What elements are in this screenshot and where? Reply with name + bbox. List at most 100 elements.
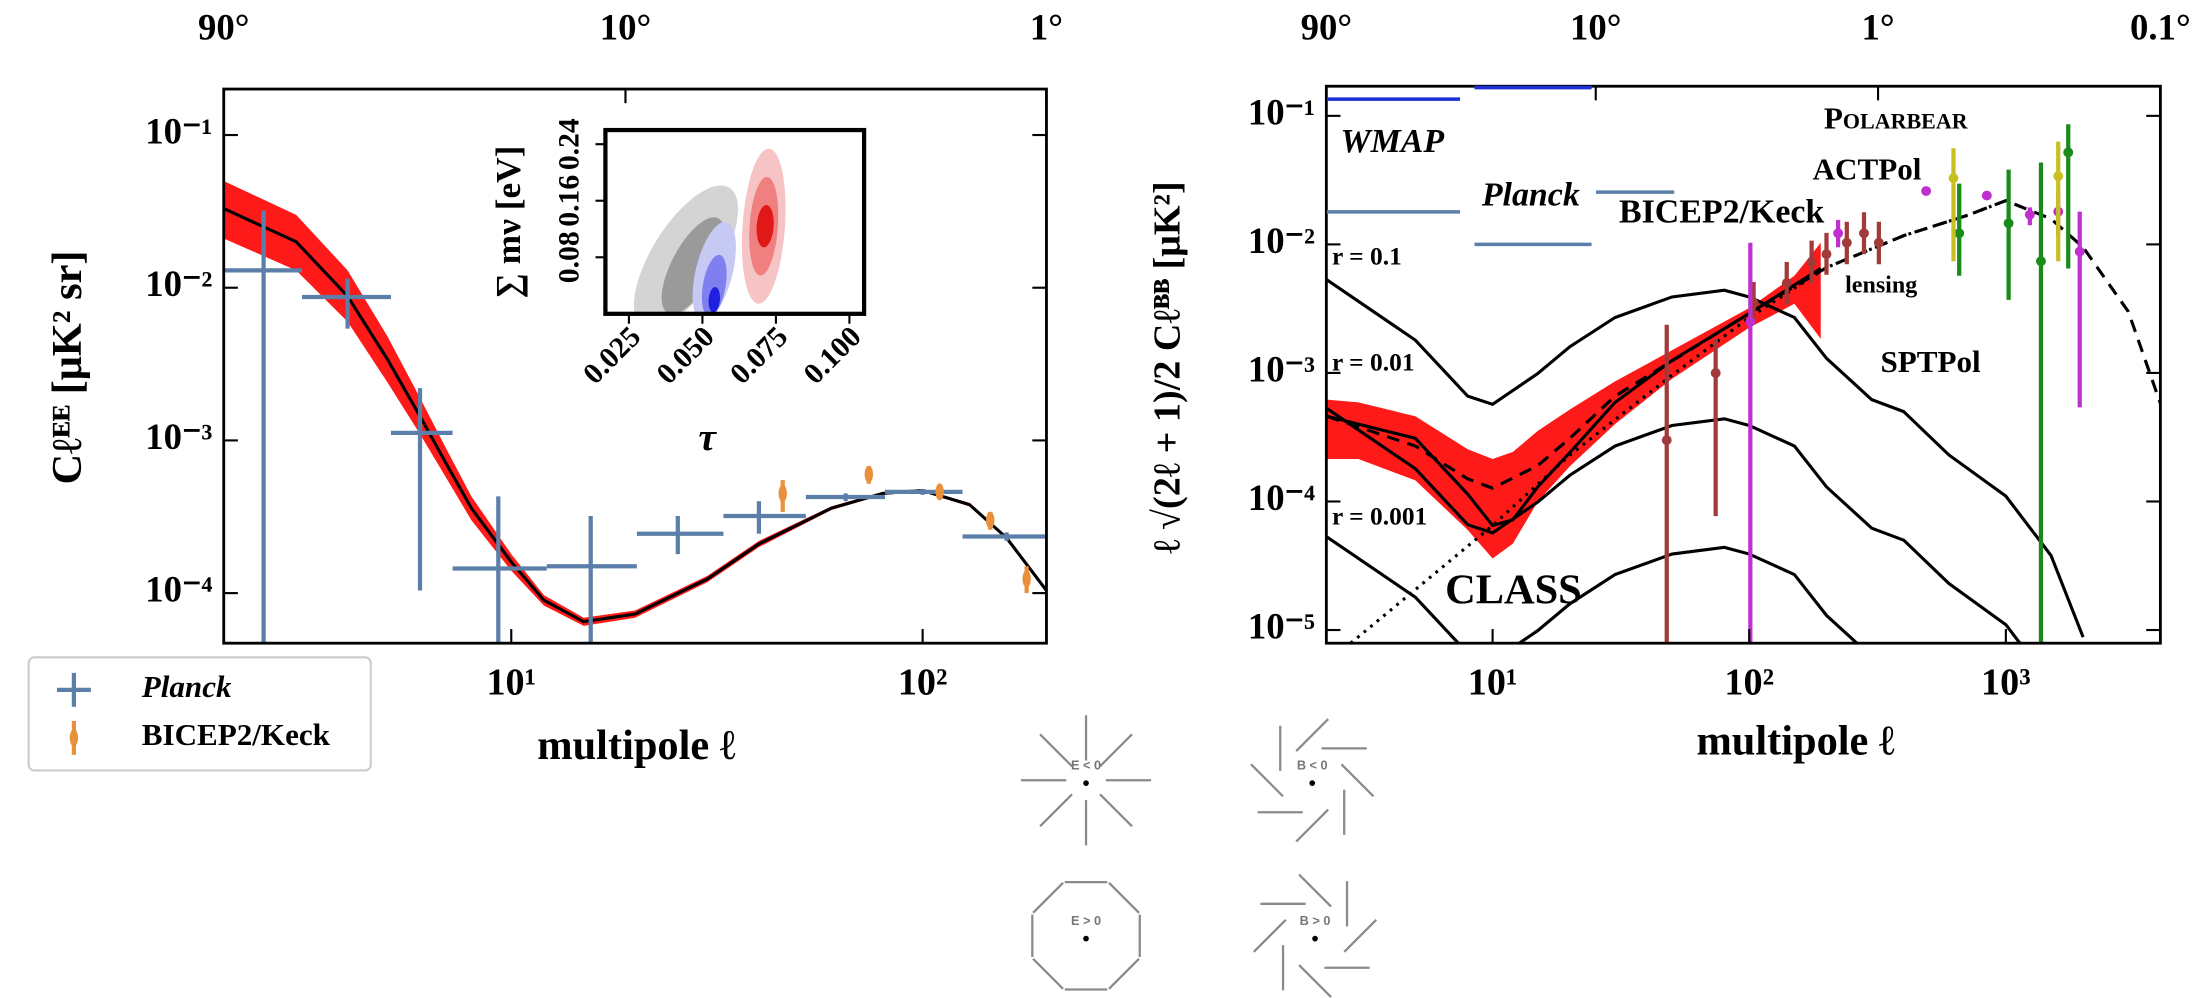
series-label: r = 0.1 — [1332, 242, 1402, 271]
point — [1022, 570, 1031, 588]
point — [935, 483, 944, 501]
x-axis-label: multipole ℓ — [1696, 718, 1895, 765]
point — [1821, 249, 1832, 260]
inset-y-tick-label: 0.16 — [553, 175, 585, 227]
y-tick-label: 10⁻³ — [145, 416, 212, 457]
point — [1661, 435, 1672, 446]
pattern-label: B < 0 — [1297, 758, 1328, 773]
top-tick-label: 10° — [600, 7, 651, 48]
series-label: BICEP2/Keck — [1619, 194, 1824, 231]
top-tick-label: 0.1° — [2130, 7, 2191, 48]
top-tick-label: 1° — [1862, 7, 1895, 48]
series-label: r = 0.01 — [1332, 348, 1415, 377]
y-tick-label: 10⁻¹ — [1248, 91, 1315, 132]
pattern-stroke — [1253, 919, 1287, 953]
contour — [756, 205, 774, 248]
pattern-stroke — [1039, 733, 1073, 768]
point — [2024, 209, 2035, 220]
pattern-stroke — [1032, 882, 1064, 914]
point — [1841, 237, 1852, 248]
series-label: r = 0.001 — [1332, 502, 1427, 531]
top-tick-label: 90° — [1301, 7, 1352, 48]
plot-frame — [222, 87, 1048, 645]
point — [778, 484, 787, 502]
inset — [603, 127, 867, 316]
inset-x-label: τ — [698, 415, 717, 459]
y-tick-label: 10⁻⁴ — [1248, 477, 1315, 518]
inset-x-tick-label: 0.050 — [651, 321, 721, 391]
pattern-label: E < 0 — [1071, 758, 1101, 773]
y-axis-label: Cℓᴱᴱ [μK² sr] — [44, 251, 91, 485]
inset-x-tick-label: 0.075 — [724, 321, 794, 391]
point — [1859, 228, 1869, 239]
point — [1921, 186, 1932, 197]
polarization-patterns: E < 0 B < 0 E > 0 B > 0 — [1021, 715, 1378, 998]
inset-frame — [603, 127, 867, 316]
pattern-label: B > 0 — [1300, 913, 1331, 928]
legend-marker — [69, 729, 79, 747]
pattern-stroke — [1099, 793, 1133, 828]
series-label: lensing — [1845, 272, 1917, 298]
y-tick-label: 10⁻² — [1248, 220, 1315, 261]
point — [2074, 246, 2085, 257]
y-tick-label: 10⁻³ — [1248, 348, 1315, 389]
point — [1981, 190, 1992, 201]
inset-x-tick-label: 0.025 — [577, 321, 647, 391]
x-tick-label: 10² — [898, 661, 948, 703]
inset-y-tick-label: 0.08 — [553, 231, 585, 283]
series-label: Planck — [1481, 177, 1580, 214]
series-label: CLASS — [1445, 566, 1582, 613]
pattern-center — [1083, 935, 1089, 942]
top-tick-label: 90° — [198, 7, 249, 48]
plot-frame — [1324, 84, 2162, 645]
pattern-stroke — [1108, 957, 1140, 990]
pattern-center — [1312, 935, 1318, 942]
point — [985, 511, 995, 529]
pattern-label: E > 0 — [1071, 913, 1101, 928]
contour — [701, 254, 727, 314]
y-tick-label: 10⁻⁵ — [1248, 605, 1315, 646]
series-label: Polarbear — [1824, 101, 1969, 136]
point — [2063, 147, 2074, 158]
top-tick-label: 10° — [1570, 7, 1621, 48]
inset-y-label: ∑ mν [eV] — [489, 146, 528, 299]
series-label: WMAP — [1340, 123, 1444, 160]
pattern-stroke — [1032, 957, 1064, 990]
inset-x-tick-label: 0.100 — [798, 321, 868, 391]
plot-area — [1326, 124, 2161, 644]
line — [1326, 407, 2022, 644]
pattern-stroke — [1250, 763, 1284, 798]
contour — [708, 286, 721, 313]
plot-area — [223, 180, 1047, 644]
y-tick-label: 10⁻² — [145, 263, 212, 304]
point — [1948, 173, 1959, 184]
band — [1326, 242, 1821, 559]
pattern-stroke — [1108, 882, 1140, 914]
y-tick-label: 10⁻¹ — [145, 110, 212, 151]
point — [1806, 257, 1817, 267]
contours — [633, 148, 786, 314]
pattern-stroke — [1298, 873, 1332, 908]
point — [1781, 278, 1792, 289]
point — [1833, 228, 1844, 239]
x-tick-label: 10³ — [1981, 661, 2031, 703]
line — [1326, 267, 1822, 528]
x-tick-label: 10¹ — [1468, 661, 1518, 703]
pattern-stroke — [1298, 964, 1332, 998]
point — [1745, 316, 1756, 327]
pattern-center — [1309, 780, 1316, 786]
x-axis-label: multipole ℓ — [537, 722, 736, 769]
pattern-stroke — [1295, 808, 1330, 843]
pattern-center — [1083, 780, 1089, 786]
point — [864, 465, 874, 483]
legend-box — [27, 656, 372, 772]
pattern-stroke — [1099, 733, 1133, 768]
point — [2003, 218, 2014, 229]
inset-y-tick-label: 0.24 — [553, 118, 585, 170]
point — [1710, 367, 1721, 378]
series-label: SPTPol — [1880, 344, 1981, 379]
pattern-stroke — [1340, 763, 1375, 798]
point — [1954, 228, 1965, 239]
y-axis-label: ℓ √(2ℓ + 1)/2 Cℓᴮᴮ [μK²] — [1147, 181, 1189, 554]
